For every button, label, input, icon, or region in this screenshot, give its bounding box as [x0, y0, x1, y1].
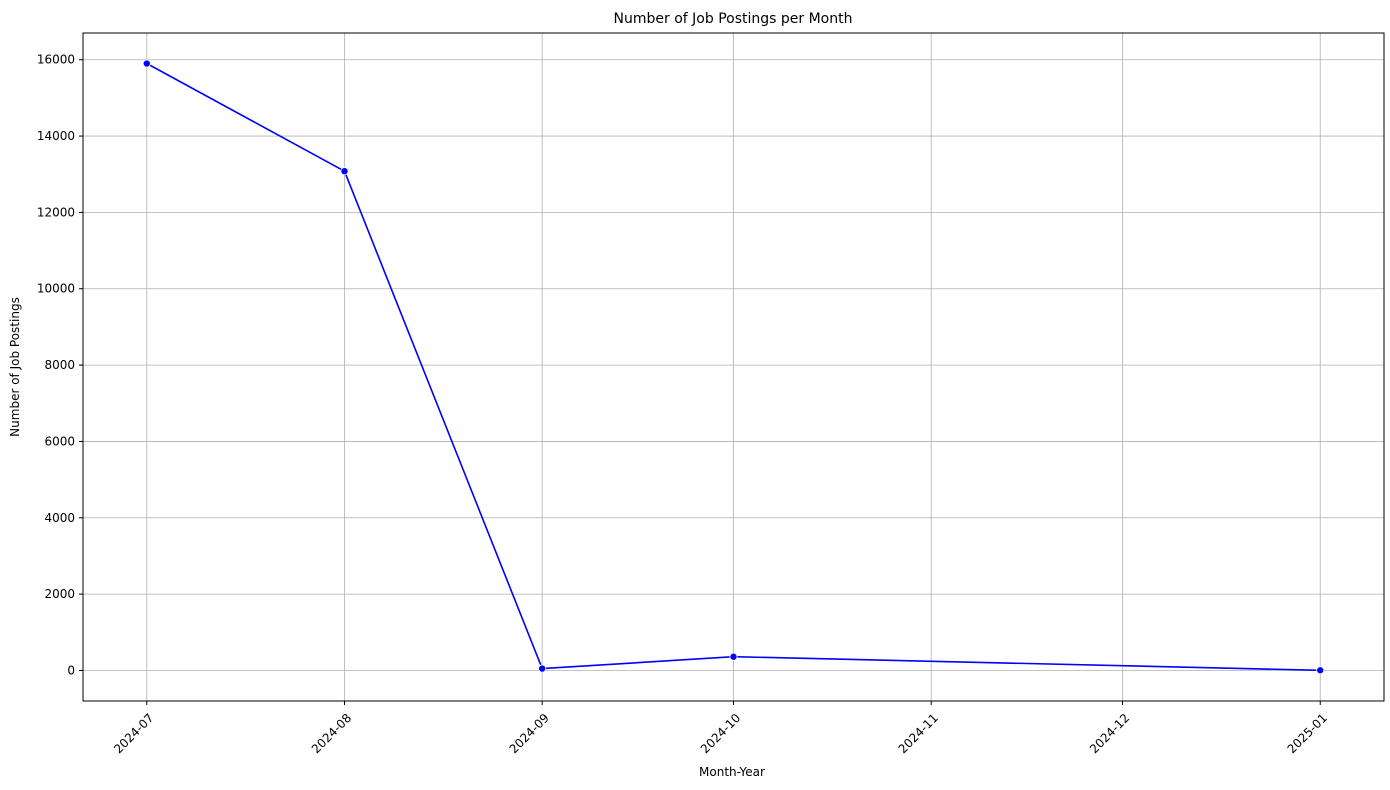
- y-tick-label: 4000: [44, 511, 75, 525]
- y-tick-label: 10000: [37, 282, 75, 296]
- y-tick-label: 12000: [37, 205, 75, 219]
- series-layer: [142, 59, 1325, 675]
- data-point: [729, 652, 738, 661]
- x-axis: 2024-07 2024-08 2024-09 2024-10 2024-11 2024-…: [111, 701, 1330, 756]
- data-point: [142, 59, 151, 68]
- x-tick-label: 2024-07: [111, 711, 156, 756]
- x-axis-label: Month-Year: [699, 765, 765, 779]
- x-tick-label: 2024-11: [896, 711, 941, 756]
- grid-lines: [83, 33, 1384, 701]
- x-tick-label: 2024-08: [309, 711, 354, 756]
- data-point: [340, 167, 349, 176]
- y-tick-label: 0: [67, 663, 75, 677]
- y-tick-label: 2000: [44, 587, 75, 601]
- y-axis-label: Number of Job Postings: [8, 297, 22, 437]
- y-tick-label: 8000: [44, 358, 75, 372]
- data-point: [538, 664, 547, 673]
- x-tick-label: 2024-12: [1087, 711, 1132, 756]
- x-tick-label: 2024-09: [507, 711, 552, 756]
- y-tick-label: 14000: [37, 129, 75, 143]
- chart-title: Number of Job Postings per Month: [614, 11, 853, 27]
- x-tick-label: 2025-01: [1285, 711, 1330, 756]
- x-tick-label: 2024-10: [698, 711, 743, 756]
- data-point: [1316, 666, 1325, 675]
- y-tick-label: 6000: [44, 434, 75, 448]
- y-tick-label: 16000: [37, 53, 75, 67]
- y-axis: 0 2000 4000 6000 8000 10000 12000 14000 16000: [37, 53, 83, 677]
